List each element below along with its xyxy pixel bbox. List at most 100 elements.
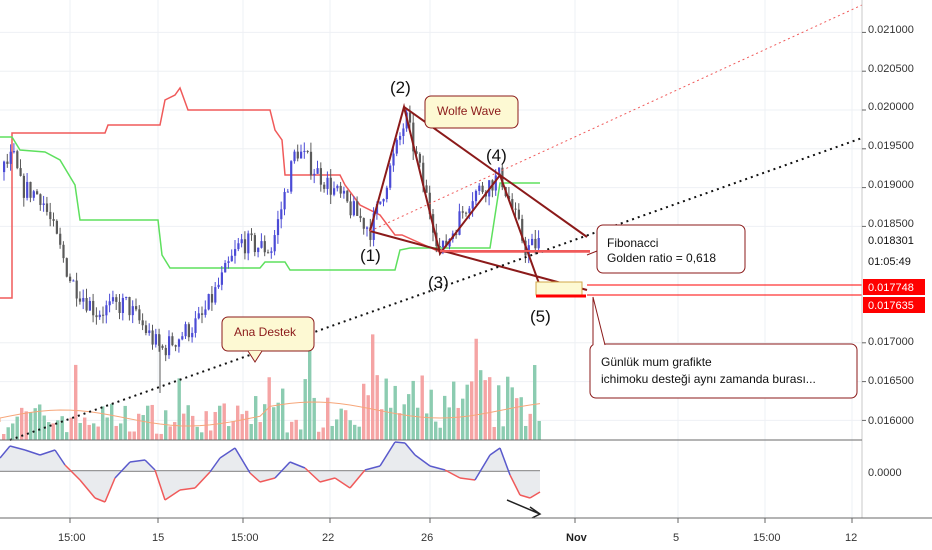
volume-bar bbox=[519, 397, 523, 440]
candle-body bbox=[29, 181, 32, 198]
candle-body bbox=[125, 296, 128, 298]
candle-body bbox=[9, 151, 12, 164]
wave-label-2: (2) bbox=[390, 78, 411, 97]
volume-bar bbox=[461, 398, 465, 440]
candle-body bbox=[55, 220, 58, 234]
note-gunluk-box bbox=[589, 343, 858, 399]
x-tick-label: 15:00 bbox=[753, 532, 781, 544]
price-badge-bg bbox=[863, 279, 925, 295]
note-fib-pointer bbox=[586, 250, 598, 256]
candle-body bbox=[26, 181, 29, 198]
oscillator-segment bbox=[54, 449, 66, 466]
candle-body bbox=[267, 252, 270, 254]
candle-body bbox=[474, 190, 478, 202]
volume-bar bbox=[335, 419, 339, 440]
volume-bar bbox=[101, 406, 105, 440]
candle-body bbox=[78, 298, 82, 302]
volume-bar bbox=[263, 404, 267, 440]
x-tick-label: Nov bbox=[566, 532, 588, 544]
candle-body bbox=[260, 241, 263, 248]
candle-body bbox=[316, 168, 319, 174]
volume-bar bbox=[321, 427, 325, 440]
candle-body bbox=[187, 324, 190, 338]
candle-body bbox=[395, 139, 398, 154]
candle-body bbox=[425, 185, 428, 193]
volume-bar bbox=[483, 380, 487, 440]
volume-bar bbox=[371, 334, 375, 440]
volume-bar bbox=[285, 432, 289, 440]
candle-body bbox=[465, 212, 468, 214]
candle-body bbox=[247, 233, 250, 254]
note-fib-line2: Golden ratio = 0,618 bbox=[607, 251, 716, 265]
volume-bar bbox=[6, 427, 10, 440]
volume-bar bbox=[353, 424, 357, 440]
candle-body bbox=[329, 177, 332, 195]
candle-body bbox=[273, 235, 276, 252]
oscillator-segment bbox=[444, 469, 461, 479]
volume-bar bbox=[339, 408, 343, 440]
volume-bar bbox=[308, 336, 312, 440]
candle-body bbox=[197, 313, 200, 319]
candle-body bbox=[95, 315, 98, 318]
oscillator-segment bbox=[394, 441, 406, 444]
volume-bar bbox=[317, 431, 321, 440]
volume-bar bbox=[438, 427, 442, 440]
candle-body bbox=[174, 345, 177, 347]
candle-body bbox=[517, 209, 520, 219]
y-tick-label: 0.016500 bbox=[868, 375, 914, 387]
candle-body bbox=[478, 185, 481, 191]
candle-body bbox=[210, 294, 214, 303]
oscillator-arrow bbox=[506, 499, 542, 519]
volume-bar bbox=[213, 411, 217, 440]
candle-body bbox=[181, 336, 184, 340]
volume-bar bbox=[119, 423, 123, 440]
candle-body bbox=[342, 190, 346, 194]
candle-body bbox=[263, 241, 266, 253]
candle-body bbox=[92, 300, 95, 316]
candle-body bbox=[422, 162, 425, 186]
volume-bar bbox=[245, 410, 249, 440]
candle-body bbox=[534, 238, 537, 249]
base-line bbox=[0, 86, 590, 299]
y-tick-label: 0.021000 bbox=[868, 24, 914, 36]
volume-bar bbox=[105, 417, 109, 440]
candle-body bbox=[385, 187, 388, 200]
candle-body bbox=[105, 305, 108, 316]
volume-bar bbox=[492, 426, 496, 440]
note-destek-pointer bbox=[247, 350, 263, 363]
volume-bar bbox=[254, 396, 258, 440]
note-fib-line1: Fibonacci bbox=[607, 236, 658, 250]
candle-body bbox=[111, 297, 115, 302]
volume-bar bbox=[141, 415, 145, 440]
candle-body bbox=[52, 219, 55, 221]
volume-bar bbox=[87, 424, 91, 440]
candle-body bbox=[270, 251, 273, 253]
volume-bar bbox=[528, 413, 532, 440]
candle-body bbox=[98, 314, 101, 318]
candle-body bbox=[69, 276, 72, 282]
candle-body bbox=[164, 347, 167, 356]
candle-body bbox=[158, 334, 161, 346]
oscillator-segment bbox=[24, 449, 41, 456]
volume-bar bbox=[173, 422, 177, 440]
candle-body bbox=[382, 199, 385, 202]
candle-body bbox=[154, 334, 157, 345]
wolfe-wave-lines bbox=[9, 4, 863, 441]
volume-bar bbox=[65, 432, 69, 440]
candle-body bbox=[448, 238, 451, 247]
candle-body bbox=[323, 184, 326, 189]
volume-bar bbox=[227, 426, 231, 440]
x-tick-label: 12 bbox=[845, 532, 857, 544]
note-gunluk-line2: ichimoku desteği aynı zamanda burası... bbox=[601, 372, 816, 386]
volume-bar bbox=[384, 378, 388, 440]
note-gunluk-pointer bbox=[592, 296, 606, 346]
oscillator-segment bbox=[304, 467, 321, 483]
volume-bar bbox=[474, 338, 478, 440]
volume-bar bbox=[456, 407, 460, 440]
price-badge-label: 0.017748 bbox=[868, 282, 914, 294]
candle-body bbox=[39, 194, 42, 205]
wave-lower-line bbox=[369, 230, 588, 291]
candle-body bbox=[445, 240, 448, 247]
